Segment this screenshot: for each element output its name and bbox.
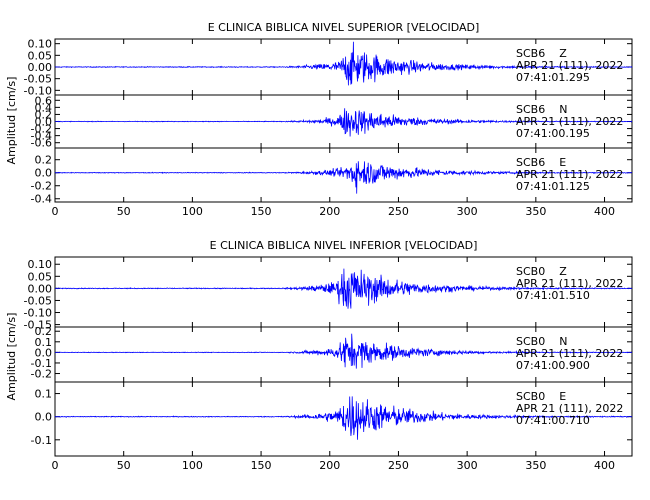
waveform-line xyxy=(54,108,633,137)
y-tick-label: -0.4 xyxy=(31,130,52,143)
station-component-label: SCB0 N xyxy=(516,335,567,348)
station-code: SCB6 xyxy=(516,103,545,116)
component-code: E xyxy=(559,390,566,403)
record-time: 07:41:01.295 xyxy=(516,71,590,84)
y-tick-label: 0.1 xyxy=(35,388,53,401)
y-tick-label: 0.6 xyxy=(35,94,53,107)
y-tick-label: -0.10 xyxy=(24,307,52,320)
y-tick-label: -0.15 xyxy=(24,319,52,332)
station-component-label: SCB6 E xyxy=(516,156,566,169)
record-time: 07:41:00.710 xyxy=(516,414,590,427)
y-tick-label: -0.4 xyxy=(31,193,52,206)
y-tick-label: -0.1 xyxy=(31,357,52,370)
x-tick-label: 400 xyxy=(594,459,615,472)
x-tick-label: 300 xyxy=(457,205,478,218)
waveform-line xyxy=(54,41,633,86)
component-code: Z xyxy=(559,47,567,60)
x-tick-label: 100 xyxy=(182,459,203,472)
waveform-line xyxy=(54,268,633,309)
x-tick-label: 200 xyxy=(319,459,340,472)
chart-title: E CLINICA BIBLICA NIVEL SUPERIOR [VELOCI… xyxy=(208,21,480,34)
x-tick-label: 350 xyxy=(525,205,546,218)
y-tick-label: -0.05 xyxy=(24,73,52,86)
y-tick-label: 0.10 xyxy=(28,258,53,271)
record-date: APR 21 (111), 2022 xyxy=(516,402,623,415)
x-tick-label: 350 xyxy=(525,459,546,472)
x-tick-label: 50 xyxy=(117,205,131,218)
record-date: APR 21 (111), 2022 xyxy=(516,115,623,128)
x-tick-label: 0 xyxy=(52,205,59,218)
x-tick-label: 150 xyxy=(251,205,272,218)
x-tick-label: 150 xyxy=(251,459,272,472)
y-axis-label: Amplitud [cm/s] xyxy=(5,313,18,401)
record-time: 07:41:00.900 xyxy=(516,359,590,372)
x-tick-label: 0 xyxy=(52,459,59,472)
y-tick-label: 0.4 xyxy=(35,101,53,114)
y-tick-label: -0.2 xyxy=(31,180,52,193)
station-code: SCB6 xyxy=(516,47,545,60)
y-tick-label: 0.2 xyxy=(35,108,53,121)
station-component-label: SCB0 E xyxy=(516,390,566,403)
y-tick-label: -0.10 xyxy=(24,84,52,97)
component-code: N xyxy=(559,103,567,116)
x-tick-label: 100 xyxy=(182,205,203,218)
x-tick-label: 400 xyxy=(594,205,615,218)
y-tick-label: 0.2 xyxy=(35,325,53,338)
component-code: N xyxy=(559,335,567,348)
y-tick-label: 0.0 xyxy=(35,116,53,129)
y-tick-label: -0.2 xyxy=(31,123,52,136)
record-time: 07:41:00.195 xyxy=(516,127,590,140)
record-date: APR 21 (111), 2022 xyxy=(516,347,623,360)
y-tick-label: 0.2 xyxy=(35,154,53,167)
record-time: 07:41:01.125 xyxy=(516,180,590,193)
y-tick-label: 0.00 xyxy=(28,282,53,295)
x-tick-label: 200 xyxy=(319,205,340,218)
x-tick-label: 250 xyxy=(388,205,409,218)
y-tick-label: -0.2 xyxy=(31,368,52,381)
y-tick-label: -0.6 xyxy=(31,137,52,150)
y-tick-label: 0.1 xyxy=(35,336,53,349)
waveform-line xyxy=(54,161,633,194)
chart-title: E CLINICA BIBLICA NIVEL INFERIOR [VELOCI… xyxy=(210,239,478,252)
x-tick-label: 300 xyxy=(457,459,478,472)
waveform-line xyxy=(54,333,632,369)
x-tick-label: 50 xyxy=(117,459,131,472)
record-date: APR 21 (111), 2022 xyxy=(516,59,623,72)
station-code: SCB0 xyxy=(516,390,545,403)
y-tick-label: 0.05 xyxy=(28,49,53,62)
station-component-label: SCB0 Z xyxy=(516,265,567,278)
y-axis-label: Amplitud [cm/s] xyxy=(5,77,18,165)
y-tick-label: 0.05 xyxy=(28,270,53,283)
y-tick-label: 0.0 xyxy=(35,346,53,359)
station-component-label: SCB6 N xyxy=(516,103,567,116)
y-tick-label: -0.05 xyxy=(24,294,52,307)
station-code: SCB6 xyxy=(516,156,545,169)
panel-frame xyxy=(54,147,633,203)
record-date: APR 21 (111), 2022 xyxy=(516,277,623,290)
y-tick-label: 0.10 xyxy=(28,38,53,51)
station-code: SCB0 xyxy=(516,335,545,348)
x-tick-label: 250 xyxy=(388,459,409,472)
station-code: SCB0 xyxy=(516,265,545,278)
panel-frame xyxy=(54,381,633,457)
record-time: 07:41:01.510 xyxy=(516,289,590,302)
y-tick-label: 0.0 xyxy=(35,411,53,424)
component-code: E xyxy=(559,156,566,169)
y-tick-label: -0.1 xyxy=(31,434,52,447)
y-tick-label: 0.00 xyxy=(28,61,53,74)
component-code: Z xyxy=(559,265,567,278)
y-tick-label: 0.0 xyxy=(35,167,53,180)
waveform-line xyxy=(54,396,633,440)
station-component-label: SCB6 Z xyxy=(516,47,567,60)
record-date: APR 21 (111), 2022 xyxy=(516,168,623,181)
